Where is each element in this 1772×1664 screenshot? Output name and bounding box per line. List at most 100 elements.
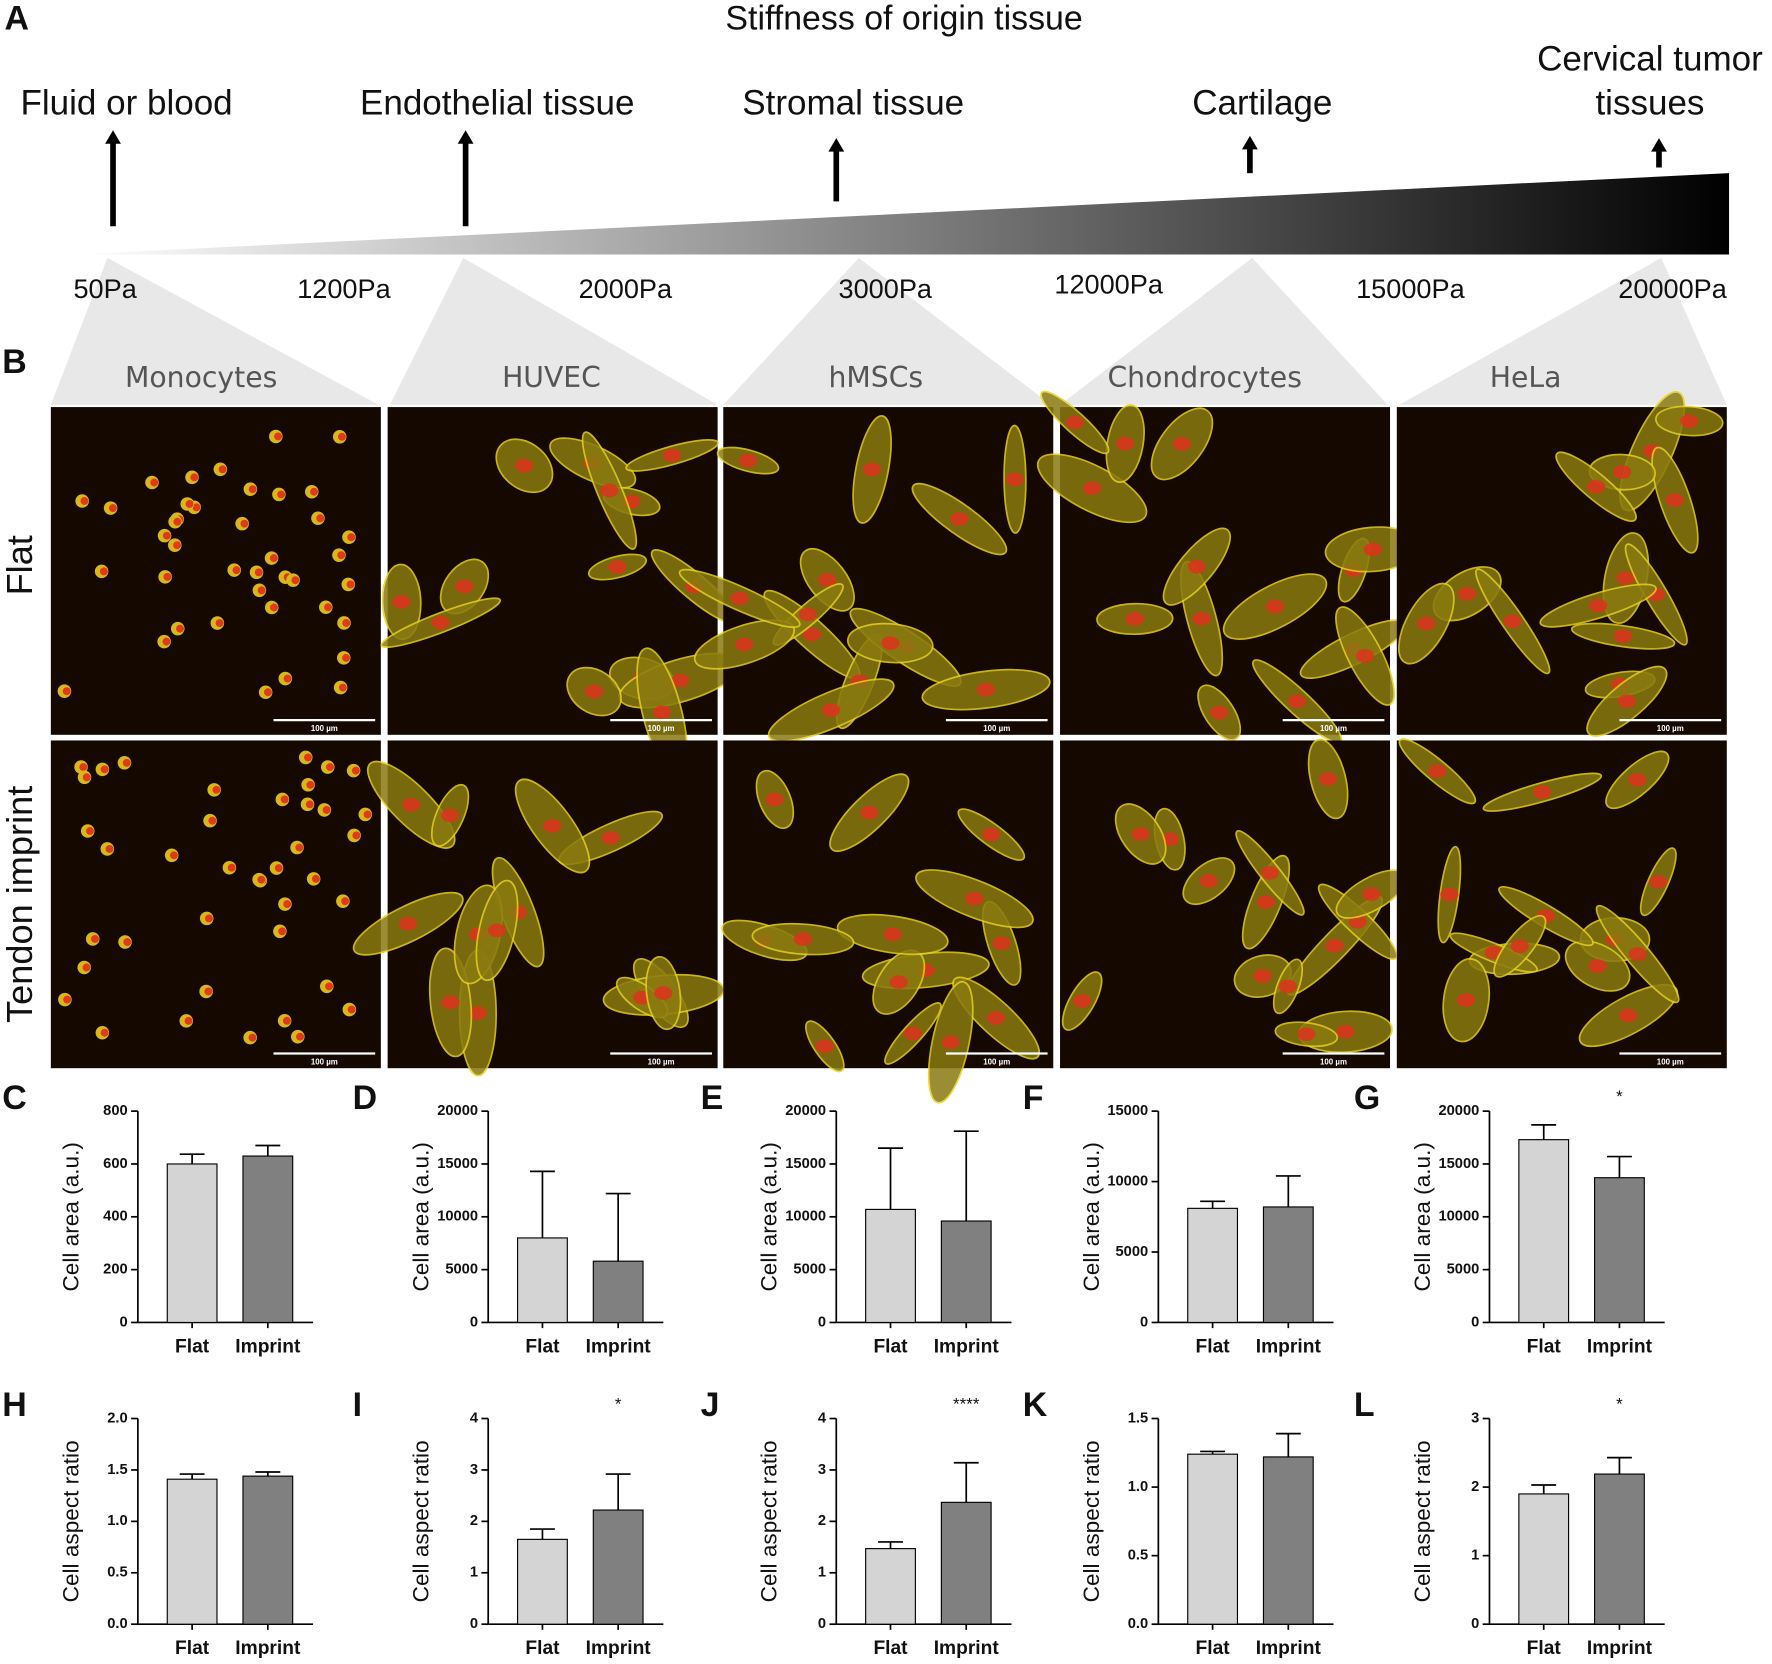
nucleus: [79, 763, 88, 772]
nucleus: [227, 863, 236, 872]
panel-title: Stiffness of origin tissue: [725, 0, 1082, 38]
nucleus: [1533, 785, 1552, 799]
x-tick-label: Flat: [1527, 1638, 1562, 1659]
nucleus: [1589, 598, 1608, 613]
nucleus: [205, 914, 213, 923]
nucleus: [653, 705, 672, 720]
nucleus: [738, 453, 758, 468]
nucleus: [1256, 895, 1275, 909]
error-bar: [1531, 1484, 1557, 1494]
bar: [1262, 1206, 1314, 1324]
y-axis-label: Cell area (a.u.): [1410, 1142, 1435, 1291]
nucleus: [1363, 542, 1382, 557]
nucleus: [601, 831, 620, 845]
scale-bar-label: 100 µm: [311, 1058, 338, 1067]
y-tick-label: 800: [103, 1103, 128, 1119]
nucleus: [257, 586, 266, 595]
nucleus: [468, 1006, 487, 1020]
arrow-head: [1651, 138, 1667, 152]
x-tick-label: Imprint: [1587, 1638, 1653, 1659]
nucleus: [1288, 694, 1307, 709]
nucleus: [80, 497, 89, 505]
nucleus: [1187, 559, 1206, 574]
nucleus: [1588, 959, 1607, 973]
panel-letter: D: [353, 1079, 377, 1117]
micrograph: 100 µm: [1396, 391, 1727, 737]
nucleus: [950, 512, 969, 526]
tissue-label: Stromal tissue: [742, 84, 964, 123]
error-bar: [1275, 1432, 1301, 1457]
nucleus: [108, 504, 117, 513]
bar: [1187, 1453, 1239, 1625]
nucleus: [903, 1026, 923, 1041]
y-tick-label: 0: [1471, 1616, 1479, 1632]
panel-letter: B: [2, 343, 26, 381]
nucleus: [291, 576, 300, 585]
error-bar: [1275, 1175, 1301, 1207]
nucleus: [515, 458, 534, 473]
micrograph: 100 µm: [50, 740, 381, 1069]
nucleus: [1325, 939, 1344, 953]
nucleus: [173, 541, 182, 550]
nucleus: [765, 792, 784, 807]
nucleus: [310, 487, 319, 496]
y-tick-label: 3: [1471, 1410, 1479, 1426]
micrograph: 100 µm: [380, 407, 743, 778]
y-tick-label: 0: [470, 1616, 478, 1632]
significance: *: [1616, 1087, 1623, 1106]
nucleus: [883, 927, 902, 942]
nucleus: [1253, 969, 1272, 983]
bar: [517, 1538, 568, 1625]
nucleus: [662, 448, 682, 463]
nucleus: [254, 568, 263, 577]
y-tick-label: 200: [103, 1262, 128, 1278]
nucleus: [270, 603, 278, 612]
micrograph: 100 µm: [1060, 738, 1408, 1069]
y-tick-label: 0.0: [1128, 1616, 1148, 1632]
y-tick-label: 20000: [1438, 1103, 1479, 1119]
nucleus: [91, 934, 99, 943]
projection: [50, 257, 379, 405]
y-tick-label: 5000: [1115, 1244, 1148, 1260]
error-bar: [179, 1473, 205, 1480]
bar: [1518, 1139, 1570, 1324]
nucleus: [176, 624, 184, 633]
nucleus: [162, 637, 171, 646]
nucleus: [1356, 649, 1375, 663]
nucleus: [431, 615, 450, 630]
nucleus: [352, 831, 361, 840]
nucleus: [341, 897, 350, 906]
y-tick-label: 1: [1471, 1548, 1479, 1564]
nucleus: [1199, 874, 1218, 888]
nucleus: [269, 554, 278, 563]
nucleus: [671, 673, 690, 688]
nucleus: [62, 687, 71, 696]
y-tick-label: 2: [818, 1513, 826, 1529]
significance: *: [1616, 1394, 1623, 1413]
y-axis-label: Cell area (a.u.): [1079, 1142, 1104, 1291]
nucleus: [818, 573, 837, 587]
row-label: Flat: [0, 535, 40, 595]
y-axis-label: Cell area (a.u.): [58, 1142, 83, 1291]
nucleus: [338, 683, 347, 692]
micrograph: 100 µm: [1036, 390, 1422, 744]
stiffness-label: 15000Pa: [1356, 273, 1465, 304]
nucleus: [248, 1033, 257, 1042]
x-tick-label: Imprint: [934, 1336, 1000, 1357]
nucleus: [306, 780, 315, 789]
y-tick-label: 15000: [1438, 1156, 1479, 1172]
nucleus: [585, 684, 604, 699]
nucleus: [1116, 436, 1135, 451]
nucleus: [162, 531, 171, 540]
nucleus: [351, 766, 360, 775]
nucleus: [337, 551, 346, 560]
micrograph: 100 µm: [352, 740, 725, 1077]
nucleus: [347, 1005, 356, 1014]
y-tick-label: 3: [470, 1462, 478, 1478]
nucleus: [316, 514, 325, 523]
nucleus: [1172, 437, 1191, 451]
nucleus: [347, 533, 356, 542]
scale-bar-label: 100 µm: [983, 724, 1010, 733]
nucleus: [1628, 773, 1647, 787]
nucleus: [63, 995, 72, 1004]
